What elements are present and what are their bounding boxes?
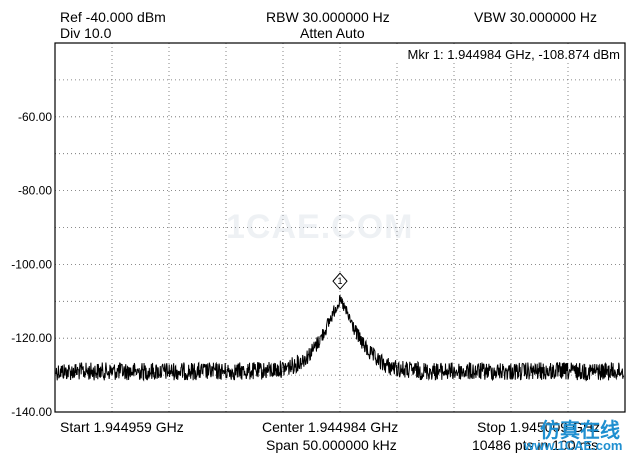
corner-watermark-cn: 仿真在线 <box>540 418 620 442</box>
y-tick-label: -140.00 <box>11 405 52 419</box>
points-label: 10486 pts in 100 ms <box>472 437 599 453</box>
y-axis-ticks: -60.00 -80.00 -100.00 -120.00 -140.00 <box>11 110 52 419</box>
plot-frame <box>54 42 626 413</box>
spectrum-trace <box>55 294 625 382</box>
y-tick-label: -120.00 <box>11 331 52 345</box>
rbw-label: RBW 30.000000 Hz <box>266 9 390 25</box>
y-tick-label: -80.00 <box>18 184 52 198</box>
marker-1[interactable]: 1 <box>332 272 348 290</box>
vbw-label: VBW 30.000000 Hz <box>474 9 597 25</box>
y-tick-label: -100.00 <box>11 257 52 271</box>
start-freq-label: Start 1.944959 GHz <box>60 419 184 435</box>
atten-label: Atten Auto <box>300 25 365 41</box>
marker-diamond-icon <box>332 272 348 290</box>
span-label: Span 50.000000 kHz <box>266 437 397 453</box>
marker-readout: Mkr 1: 1.944984 GHz, -108.874 dBm <box>408 47 620 62</box>
center-freq-label: Center 1.944984 GHz <box>262 419 399 435</box>
div-label: Div 10.0 <box>60 25 112 41</box>
ref-level-label: Ref -40.000 dBm <box>60 9 166 25</box>
corner-watermark-url: www.1CAE.com <box>524 438 623 453</box>
stop-freq-label: Stop 1.945009 GHz <box>477 419 600 435</box>
marker-readout-bg <box>355 46 621 63</box>
center-watermark: 1CAE.COM <box>226 208 414 246</box>
marker-number: 1 <box>337 276 342 286</box>
y-tick-label: -60.00 <box>18 110 52 124</box>
